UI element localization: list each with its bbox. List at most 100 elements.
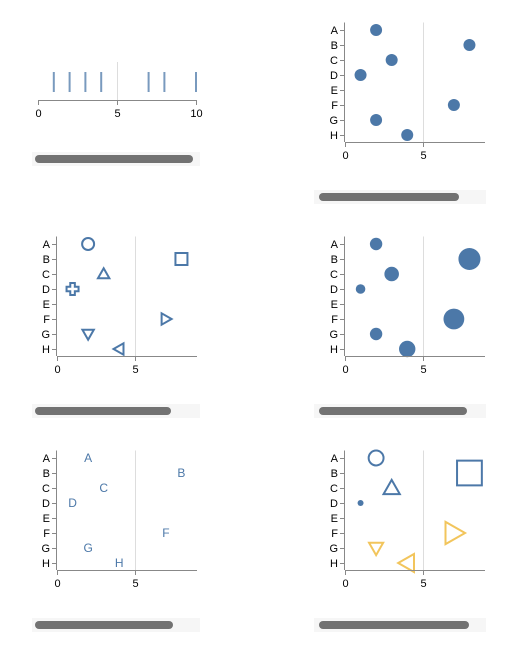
y-tick-label: D <box>330 70 338 82</box>
chart-5-marks: A B C D F G H <box>68 451 185 570</box>
x-tick-label: 5 <box>132 578 138 590</box>
circle-mark <box>354 69 367 81</box>
horizontal-scrollbar-5[interactable] <box>35 621 173 629</box>
text-mark: H <box>115 556 124 570</box>
scrollbar-track-3 <box>32 404 200 418</box>
y-tick-label: B <box>331 254 338 266</box>
x-tick-label: 0 <box>54 578 60 590</box>
y-tick-label: C <box>42 483 50 495</box>
x-tick-label: 0 <box>54 364 60 376</box>
y-tick-label: D <box>42 498 50 510</box>
x-tick-label: 10 <box>190 108 202 120</box>
triangle-up-mark <box>96 266 112 280</box>
y-tick-label: E <box>331 299 338 311</box>
y-tick-label: C <box>330 269 338 281</box>
x-tick-label: 0 <box>342 364 348 376</box>
triangle-right-mark <box>444 520 468 546</box>
circle-mark <box>369 237 383 251</box>
chart-4-marks <box>355 237 481 358</box>
y-tick-label: B <box>331 40 338 52</box>
chart-6-marks <box>357 449 483 574</box>
circle-mark <box>384 266 399 282</box>
y-tick-label: A <box>331 25 339 37</box>
circle-mark <box>401 129 414 141</box>
chart-6 <box>357 449 483 574</box>
square-mark <box>456 459 483 487</box>
y-tick-label: B <box>43 254 50 266</box>
x-tick-label: 0 <box>35 108 41 120</box>
circle-mark <box>369 327 383 341</box>
scrollbar-track-5 <box>32 618 200 632</box>
y-tick-label: C <box>330 483 338 495</box>
y-tick-label: C <box>330 55 338 67</box>
y-tick-label: H <box>330 130 338 142</box>
y-tick-label: F <box>43 314 50 326</box>
dot-mark <box>357 500 364 506</box>
triangle-left-mark <box>396 552 415 574</box>
chart-2-marks <box>354 24 476 141</box>
y-tick-label: G <box>41 543 50 555</box>
horizontal-scrollbar-3[interactable] <box>35 407 171 415</box>
triangle-left-mark <box>111 341 125 357</box>
chart-4 <box>355 236 481 358</box>
horizontal-scrollbar-6[interactable] <box>319 621 469 629</box>
cross-mark <box>65 282 80 296</box>
y-tick-label: B <box>43 468 50 480</box>
y-tick-label: D <box>330 498 338 510</box>
y-tick-label: E <box>331 513 338 525</box>
x-tick-label: 0 <box>342 150 348 162</box>
y-tick-label: F <box>43 528 50 540</box>
circle-mark <box>463 39 476 51</box>
x-tick-label: 5 <box>420 150 426 162</box>
text-mark: C <box>99 481 108 495</box>
triangle-up-mark <box>381 477 402 496</box>
y-tick-label: F <box>331 314 338 326</box>
horizontal-scrollbar-2[interactable] <box>319 193 459 201</box>
x-tick-label: 5 <box>420 578 426 590</box>
y-tick-label: G <box>329 115 338 127</box>
y-tick-label: F <box>331 528 338 540</box>
x-tick-label: 0 <box>342 578 348 590</box>
horizontal-scrollbar-1[interactable] <box>35 155 193 163</box>
horizontal-scrollbar-4[interactable] <box>319 407 467 415</box>
y-tick-label: B <box>331 468 338 480</box>
y-tick-label: G <box>41 329 50 341</box>
y-tick-label: H <box>42 558 50 570</box>
circle-mark <box>367 449 385 467</box>
y-tick-label: E <box>331 85 338 97</box>
y-tick-label: H <box>42 344 50 356</box>
circle-mark <box>355 284 366 294</box>
scrollbar-track-6 <box>314 618 486 632</box>
circle-mark <box>458 247 481 271</box>
x-tick-label: 5 <box>114 108 120 120</box>
y-tick-label: A <box>43 239 51 251</box>
y-tick-label: H <box>330 558 338 570</box>
y-tick-label: F <box>331 100 338 112</box>
y-tick-label: E <box>43 513 50 525</box>
square-mark <box>174 252 189 266</box>
chart-1 <box>52 62 197 100</box>
text-mark: G <box>83 541 92 555</box>
triangle-down-mark <box>367 541 385 558</box>
y-tick-label: D <box>42 284 50 296</box>
circle-mark <box>81 237 96 251</box>
scrollbar-track-2 <box>314 190 486 204</box>
chart-3 <box>65 236 189 357</box>
x-tick-label: 5 <box>132 364 138 376</box>
circle-mark <box>385 54 398 66</box>
chart-1-x-axis: 0 5 10 <box>35 100 203 120</box>
text-mark: A <box>84 451 92 465</box>
text-mark: D <box>68 496 77 510</box>
circle-mark <box>443 308 465 330</box>
triangle-down-mark <box>80 328 96 342</box>
x-tick-label: 5 <box>420 364 426 376</box>
